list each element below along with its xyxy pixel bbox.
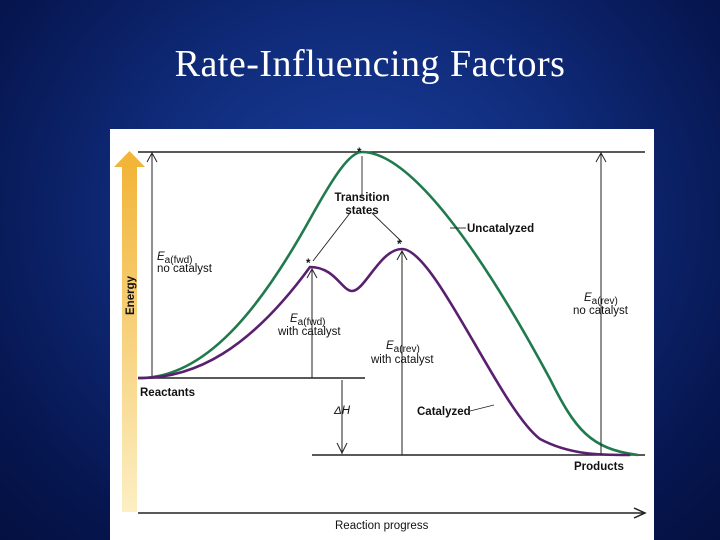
svg-text:Ea(fwd): Ea(fwd) <box>157 251 192 266</box>
svg-text:Ea(rev): Ea(rev) <box>584 292 618 307</box>
delta-h-arrow <box>336 380 348 455</box>
catalyzed-leader <box>469 404 495 412</box>
ea-rev-nocat-arrow <box>595 151 607 455</box>
energy-diagram-svg: Energy * * * Transition states <box>114 147 647 532</box>
ea-fwd-nocat-arrow <box>146 151 158 377</box>
ea-fwd-cat-sub: a(fwd) <box>298 317 326 328</box>
transition-star-rev-catalyzed: * <box>397 239 402 251</box>
catalyzed-label: Catalyzed <box>417 406 471 418</box>
ea-fwd-nocat-sub: a(fwd) <box>165 255 193 266</box>
ea-rev-cat-note: with catalyst <box>370 354 434 366</box>
energy-axis-label: Energy <box>125 275 137 315</box>
transition-states-leaders <box>312 156 403 262</box>
ea-rev-cat-sub: a(rev) <box>394 344 420 355</box>
ea-fwd-nocat-symbol: E <box>157 251 165 263</box>
x-axis-label: Reaction progress <box>335 520 429 532</box>
transition-star-fwd-catalyzed: * <box>306 258 311 270</box>
ea-rev-nocat-symbol: E <box>584 292 592 304</box>
ea-fwd-cat-note: with catalyst <box>277 326 341 338</box>
energy-diagram: Energy * * * Transition states <box>110 129 654 540</box>
ea-rev-cat-arrow <box>396 249 408 455</box>
delta-h-label: ΔH <box>333 405 351 417</box>
ea-fwd-cat-symbol: E <box>290 313 298 325</box>
transition-states-label-line2: states <box>345 205 378 217</box>
ea-fwd-cat-label: Ea(fwd) with catalyst <box>277 313 341 338</box>
uncatalyzed-curve <box>137 150 639 457</box>
svg-text:Ea(fwd): Ea(fwd) <box>290 313 325 328</box>
transition-star-uncatalyzed: * <box>357 147 362 159</box>
transition-states-label-line1: Transition <box>335 192 390 204</box>
svg-text:Ea(rev): Ea(rev) <box>386 340 420 355</box>
ea-rev-nocat-note: no catalyst <box>573 305 629 317</box>
catalyzed-curve <box>137 247 631 457</box>
ea-fwd-nocat-label: Ea(fwd) no catalyst <box>157 251 213 275</box>
ea-rev-nocat-sub: a(rev) <box>592 296 618 307</box>
ea-rev-cat-symbol: E <box>386 340 394 352</box>
energy-axis-arrow <box>114 151 145 512</box>
ea-rev-nocat-label: Ea(rev) no catalyst <box>573 292 629 317</box>
slide-title: Rate-Influencing Factors <box>174 43 566 85</box>
ea-fwd-nocat-note: no catalyst <box>157 263 213 275</box>
uncatalyzed-label: Uncatalyzed <box>467 223 534 235</box>
reactants-label: Reactants <box>140 387 195 399</box>
ea-fwd-cat-arrow <box>306 267 318 378</box>
products-label: Products <box>574 461 624 473</box>
ea-rev-cat-label: Ea(rev) with catalyst <box>370 340 434 366</box>
x-axis-arrow <box>138 507 647 519</box>
